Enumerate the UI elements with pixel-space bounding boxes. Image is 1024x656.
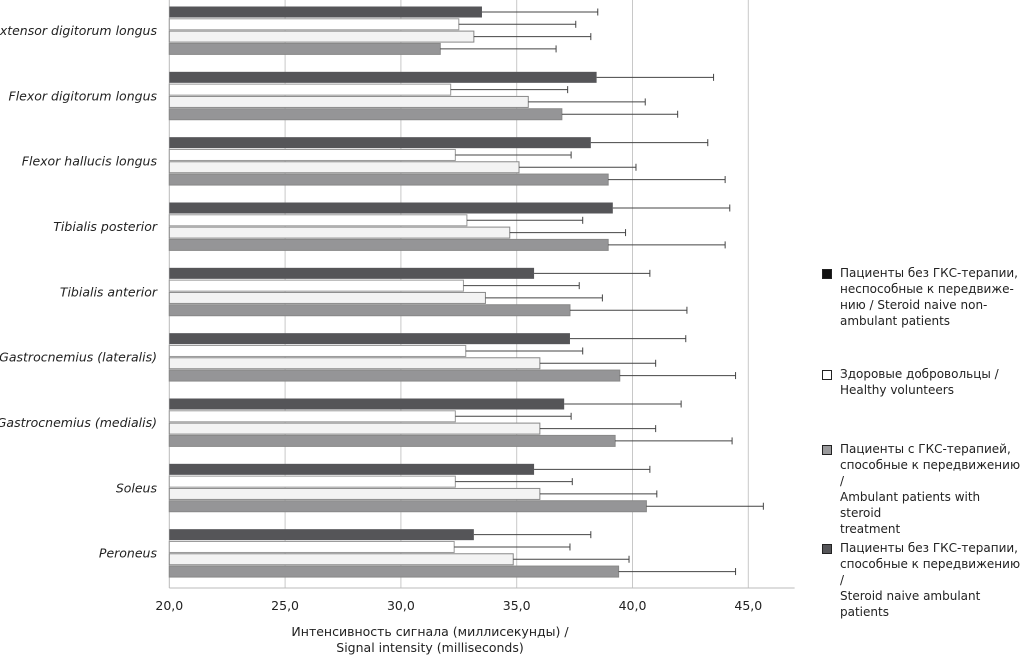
bar	[168, 18, 460, 31]
bar	[168, 344, 467, 357]
bar	[168, 30, 475, 43]
legend-item-healthy: Здоровые добровольцы / Healthy volunteers	[822, 366, 1022, 398]
legend-text: Steroid naive ambulant patients	[840, 589, 981, 619]
legend-item-non-ambulant: Пациенты без ГКС-терапии, неспособные к п…	[822, 265, 1022, 329]
legend-swatch	[822, 269, 832, 279]
category-label: Tibialis posterior	[53, 219, 158, 234]
bar	[168, 279, 464, 292]
legend-text: Ambulant patients with steroid	[840, 490, 981, 520]
bar	[169, 71, 597, 83]
bar	[168, 369, 621, 382]
category-label: Tibialis anterior	[60, 284, 158, 299]
category-label: Flexor hallucis longus	[22, 154, 158, 169]
bar	[168, 161, 520, 174]
x-tick-label: 25,0	[271, 598, 299, 613]
bar	[169, 463, 535, 475]
category-label: Extensor digitorum longus	[0, 23, 157, 38]
bar	[168, 226, 511, 239]
bar	[168, 238, 609, 251]
legend-text: Пациенты с ГКС-терапией,	[840, 442, 1011, 456]
legend-text: Healthy volunteers	[840, 383, 954, 397]
category-label: Gastrocnemius (lateralis)	[0, 350, 157, 365]
bar	[168, 304, 571, 317]
bar	[168, 422, 541, 435]
bar	[168, 565, 620, 578]
x-tick-label: 35,0	[503, 598, 531, 613]
x-tick-label: 30,0	[387, 598, 415, 613]
bar	[168, 108, 563, 121]
bar	[168, 410, 456, 423]
legend-text: неспособные к передвиже-	[840, 282, 1014, 296]
legend-item-naive-ambulant: Пациенты без ГКС-терапии, способные к пер…	[822, 540, 1022, 620]
x-axis-title-line-2: Signal intensity (milliseconds)	[336, 640, 524, 655]
x-axis-title: Интенсивность сигнала (миллисекунды) / S…	[250, 624, 610, 656]
bar	[168, 173, 609, 186]
bar	[168, 214, 468, 227]
bar	[169, 202, 613, 214]
legend-text: нию / Steroid naive non-	[840, 298, 988, 312]
category-label: Flexor digitorum longus	[9, 88, 158, 103]
bar	[168, 291, 486, 304]
legend-text: ambulant patients	[840, 314, 951, 328]
bar	[168, 475, 456, 488]
bar	[168, 553, 514, 566]
bar	[169, 137, 591, 149]
bar	[168, 500, 647, 513]
legend-text: Пациенты без ГКС-терапии,	[840, 541, 1018, 555]
x-tick-label: 20,0	[155, 598, 183, 613]
bar	[168, 95, 529, 108]
legend-text: Здоровые добровольцы /	[840, 367, 999, 381]
bar	[168, 487, 541, 500]
bar	[168, 357, 541, 370]
bar	[169, 333, 570, 345]
legend-swatch	[822, 445, 832, 455]
bar	[169, 6, 482, 18]
legend-text: способные к передвижению /	[840, 557, 1021, 587]
x-tick-label: 45,0	[734, 598, 762, 613]
bar	[168, 83, 452, 96]
category-label: Gastrocnemius (medialis)	[0, 415, 157, 430]
bar	[169, 529, 474, 541]
bar	[168, 434, 616, 447]
bar	[168, 42, 441, 55]
legend-text: Пациенты без ГКС-терапии,	[840, 266, 1018, 280]
legend-text: способные к передвижению /	[840, 458, 1021, 488]
legend-text: treatment	[840, 522, 901, 536]
legend-swatch	[822, 370, 832, 380]
category-label: Peroneus	[99, 546, 158, 561]
x-tick-label: 40,0	[619, 598, 647, 613]
bar	[169, 267, 535, 279]
bar	[168, 148, 456, 161]
x-axis-title-line-1: Интенсивность сигнала (миллисекунды) /	[291, 624, 569, 639]
legend-swatch	[822, 544, 832, 554]
bar	[169, 398, 565, 410]
legend-item-ambulant-steroid: Пациенты с ГКС-терапией, способные к пере…	[822, 441, 1022, 537]
category-label: Soleus	[116, 480, 158, 495]
bar	[168, 540, 455, 553]
